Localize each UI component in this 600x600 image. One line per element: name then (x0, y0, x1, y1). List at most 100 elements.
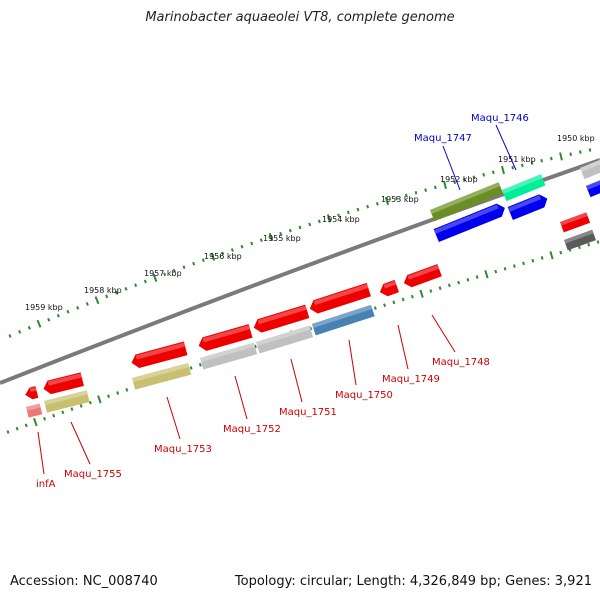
gene-shape[interactable] (507, 192, 550, 221)
gene-label-maqu_1748[interactable]: Maqu_1748 (432, 357, 490, 368)
ruler-minor-tick (288, 228, 292, 233)
ruler-minor-tick (395, 196, 399, 201)
ruler-major-tick (501, 165, 505, 175)
ruler-minor-tick (221, 251, 225, 256)
gene-block[interactable] (200, 342, 258, 370)
ruler-minor-tick (201, 258, 205, 263)
gene-highlight (26, 403, 41, 411)
gene-block[interactable] (26, 403, 43, 418)
kbp-label: 1951 kbp (498, 155, 536, 164)
ruler-labels: 1959 kbp 1958 kbp 1957 kbp 1956 kbp 1955 kbp… (25, 134, 595, 312)
ruler-minor-tick (522, 261, 525, 266)
ruler-major-tick (443, 180, 447, 189)
ruler-minor-tick (512, 264, 516, 268)
gene-label-maqu_1753[interactable]: Maqu_1753 (154, 444, 212, 455)
ruler-minor-tick (6, 430, 10, 434)
gene-block[interactable] (433, 201, 508, 243)
gene-block[interactable] (44, 390, 90, 413)
ruler-minor-tick (521, 163, 524, 168)
ruler-minor-tick (429, 289, 433, 293)
gene-block[interactable] (402, 264, 442, 289)
ruler-minor-tick (494, 269, 498, 274)
ruler-minor-tick (79, 403, 83, 408)
ruler-minor-tick (309, 326, 313, 331)
ruler-minor-tick (134, 283, 138, 288)
ruler-minor-tick (259, 238, 263, 243)
ruler-minor-tick (346, 210, 350, 215)
gene-block[interactable] (430, 182, 504, 222)
gene-label-maqu_1752[interactable]: Maqu_1752 (223, 424, 281, 435)
ruler-minor-tick (596, 240, 600, 244)
accession-text: Accession: NC_008740 (10, 574, 158, 589)
gene-highlight (430, 182, 501, 214)
gene-block[interactable] (312, 304, 375, 336)
gene-block[interactable] (507, 192, 550, 221)
ruler-minor-tick (491, 170, 495, 175)
ruler-major-tick (33, 417, 38, 427)
gene-block[interactable] (42, 372, 84, 395)
ruler-minor-tick (298, 225, 302, 230)
gene-label-maqu_1751[interactable]: Maqu_1751 (279, 407, 337, 418)
gene-highlight (560, 212, 588, 226)
ruler-major-tick (94, 296, 100, 305)
gene-block[interactable] (197, 324, 253, 352)
ruler-major-tick (268, 232, 274, 242)
ruler-minor-tick (8, 334, 12, 338)
gene-label-maqu_1755[interactable]: Maqu_1755 (64, 469, 122, 480)
kbp-label: 1952 kbp (440, 175, 478, 184)
gene-label-infa[interactable]: infA (36, 479, 56, 490)
ruler-minor-tick (240, 244, 244, 249)
ruler-minor-tick (43, 416, 47, 421)
gene-block[interactable] (24, 386, 39, 401)
gene-label-maqu_1749[interactable]: Maqu_1749 (382, 374, 440, 385)
ruler-minor-tick (15, 426, 19, 431)
gene-block[interactable] (564, 229, 596, 251)
gene-highlight (29, 387, 37, 392)
gene-highlight (501, 174, 543, 194)
ruler-minor-tick (475, 275, 479, 279)
gene-block[interactable] (252, 304, 310, 335)
gene-label-maqu_1746[interactable]: Maqu_1746 (471, 113, 529, 124)
gene-block[interactable] (308, 282, 371, 315)
gene-label-maqu_1747[interactable]: Maqu_1747 (414, 133, 472, 144)
ruler-ticks-outer (8, 148, 592, 338)
gene-shape[interactable] (378, 279, 400, 298)
ruler-minor-tick (373, 306, 377, 310)
gene-block[interactable] (378, 279, 400, 298)
ruler-minor-tick (404, 193, 408, 198)
gene-block[interactable] (256, 325, 314, 354)
gene-highlight (383, 280, 397, 289)
genome-title: Marinobacter aquaeolei VT8, complete gen… (145, 10, 455, 25)
gene-highlight (564, 229, 594, 244)
ruler-minor-tick (124, 287, 128, 291)
gene-leader-line (495, 124, 517, 171)
kbp-label: 1957 kbp (144, 269, 182, 278)
ruler-major-tick (484, 270, 489, 279)
gene-shape[interactable] (433, 201, 508, 243)
gene-label-layer: Maqu_1746 Maqu_1747 Maqu_1748 Maqu_1749 Maqu… (36, 113, 529, 490)
ruler-minor-tick (143, 279, 147, 284)
ruler-major-tick (36, 319, 42, 328)
gene-leader-line (290, 358, 303, 403)
gene-block[interactable] (130, 341, 188, 370)
ruler-minor-tick (457, 280, 461, 285)
ruler-minor-tick (85, 302, 89, 306)
ruler-minor-tick (24, 423, 28, 428)
ruler-minor-tick (172, 268, 176, 273)
gene-label-maqu_1750[interactable]: Maqu_1750 (335, 390, 393, 401)
ruler-major-tick (419, 289, 424, 298)
ruler-minor-tick (66, 309, 70, 314)
gene-layer (24, 159, 600, 418)
gene-block[interactable] (560, 212, 591, 233)
ruler-major-tick (152, 273, 158, 282)
ruler-minor-tick (433, 185, 437, 190)
gene-block[interactable] (580, 159, 600, 180)
ruler-minor-tick (530, 161, 534, 165)
ruler-minor-tick (453, 180, 457, 185)
gene-block[interactable] (586, 180, 600, 198)
ruler-minor-tick (52, 413, 56, 418)
gene-leader-line (234, 375, 248, 420)
gene-block[interactable] (132, 362, 192, 390)
gene-block[interactable] (501, 174, 546, 202)
